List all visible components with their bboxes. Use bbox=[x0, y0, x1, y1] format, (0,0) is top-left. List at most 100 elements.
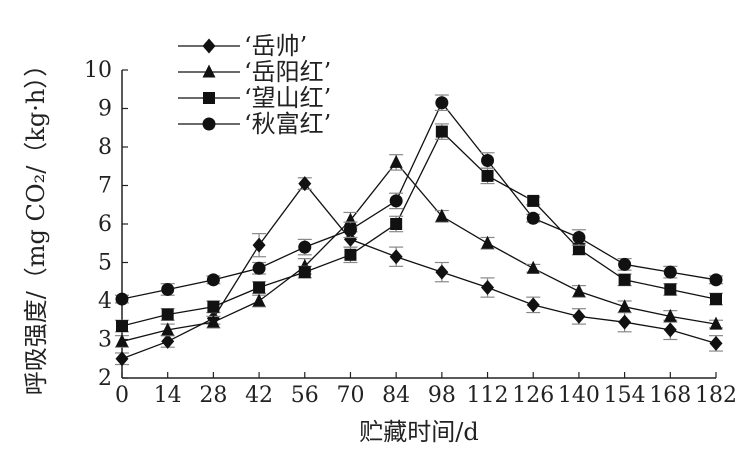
series-line bbox=[121, 161, 717, 343]
y-axis-title: 呼吸强度/（mg CO₂/（kg·h）） bbox=[22, 53, 50, 396]
data-point bbox=[161, 282, 175, 296]
data-point bbox=[618, 314, 632, 330]
data-point bbox=[709, 335, 723, 351]
data-point bbox=[389, 194, 403, 208]
data-point bbox=[526, 297, 540, 313]
data-point bbox=[390, 218, 403, 230]
data-point bbox=[481, 235, 495, 249]
legend-label: ‘岳帅’ bbox=[244, 32, 307, 60]
series-layer bbox=[115, 94, 723, 367]
legend-entry: ‘岳阳红’ bbox=[178, 58, 331, 86]
x-tick-label: 154 bbox=[604, 383, 646, 408]
data-point bbox=[527, 194, 540, 207]
series-circle bbox=[115, 94, 723, 306]
y-tick-label: 9 bbox=[98, 97, 112, 122]
y-tick-label: 8 bbox=[98, 135, 112, 160]
y-tick-label: 5 bbox=[98, 251, 112, 276]
data-point bbox=[115, 292, 129, 306]
data-point bbox=[343, 231, 357, 247]
x-tick-label: 98 bbox=[428, 383, 456, 408]
legend-entry: ‘秋富红’ bbox=[178, 110, 331, 138]
data-point bbox=[481, 153, 495, 167]
series-line bbox=[121, 182, 717, 360]
data-point bbox=[435, 208, 449, 222]
data-point bbox=[435, 264, 449, 280]
legend-label: ‘岳阳红’ bbox=[244, 58, 331, 86]
legend-marker bbox=[202, 64, 216, 78]
x-axis-title: 贮藏时间/d bbox=[359, 418, 478, 446]
x-tick-label: 112 bbox=[467, 383, 509, 408]
data-point bbox=[298, 266, 311, 279]
x-tick-label: 28 bbox=[199, 383, 227, 408]
series-square bbox=[115, 123, 723, 333]
x-tick-label: 126 bbox=[512, 383, 554, 408]
data-point bbox=[207, 300, 220, 313]
legend-marker bbox=[202, 38, 216, 54]
x-tick-label: 70 bbox=[336, 383, 364, 408]
y-tick-label: 10 bbox=[84, 58, 112, 83]
legend-label: ‘秋富红’ bbox=[244, 110, 331, 138]
data-point bbox=[710, 293, 722, 306]
legend-label: ‘望山红’ bbox=[244, 84, 331, 112]
data-point bbox=[161, 322, 175, 336]
data-point bbox=[663, 265, 677, 279]
y-tick-label: 3 bbox=[98, 328, 112, 353]
series-line bbox=[121, 130, 717, 327]
data-point bbox=[709, 273, 723, 287]
data-point bbox=[435, 125, 448, 138]
data-point bbox=[298, 176, 312, 192]
y-tick-label: 4 bbox=[98, 289, 112, 314]
data-point bbox=[572, 243, 585, 256]
x-tick-label: 168 bbox=[649, 383, 691, 408]
data-point bbox=[664, 283, 677, 296]
legend-entry: ‘岳帅’ bbox=[178, 32, 307, 60]
data-point bbox=[116, 320, 128, 333]
data-point bbox=[435, 96, 449, 110]
data-point bbox=[252, 237, 266, 253]
x-tick-label: 140 bbox=[558, 383, 600, 408]
data-point bbox=[481, 169, 494, 182]
data-point bbox=[206, 314, 220, 328]
data-point bbox=[161, 308, 174, 321]
x-tick-label: 0 bbox=[115, 383, 129, 408]
data-point bbox=[252, 293, 266, 307]
x-tick-label: 14 bbox=[154, 383, 182, 408]
legend-entry: ‘望山红’ bbox=[178, 84, 331, 112]
data-point bbox=[298, 240, 312, 254]
data-point bbox=[618, 273, 631, 286]
series-triangle bbox=[115, 154, 723, 348]
series-diamond bbox=[115, 176, 723, 367]
x-tick-label: 42 bbox=[245, 383, 273, 408]
y-tick-label: 7 bbox=[98, 174, 112, 199]
data-point bbox=[389, 249, 403, 265]
data-point bbox=[709, 316, 723, 330]
data-point bbox=[618, 299, 632, 313]
legend: ‘岳帅’‘岳阳红’‘望山红’‘秋富红’ bbox=[178, 32, 331, 138]
data-point bbox=[663, 322, 677, 338]
data-point bbox=[206, 273, 220, 287]
data-point bbox=[161, 333, 175, 349]
x-tick-label: 56 bbox=[291, 383, 319, 408]
legend-marker bbox=[203, 92, 215, 104]
data-point bbox=[115, 351, 129, 367]
data-point bbox=[481, 280, 495, 296]
data-point bbox=[253, 281, 266, 294]
legend-marker bbox=[202, 117, 216, 131]
y-tick-label: 2 bbox=[98, 366, 112, 391]
x-tick-label: 182 bbox=[695, 383, 737, 408]
data-point bbox=[252, 261, 266, 275]
data-point bbox=[618, 257, 632, 271]
data-point bbox=[572, 308, 586, 324]
series-line bbox=[121, 101, 717, 300]
data-point bbox=[389, 154, 403, 168]
data-point bbox=[526, 211, 540, 225]
data-point bbox=[572, 283, 586, 297]
data-point bbox=[343, 223, 357, 237]
data-point bbox=[663, 308, 677, 322]
data-point bbox=[526, 260, 540, 274]
x-tick-label: 84 bbox=[382, 383, 410, 408]
data-point bbox=[115, 333, 129, 347]
